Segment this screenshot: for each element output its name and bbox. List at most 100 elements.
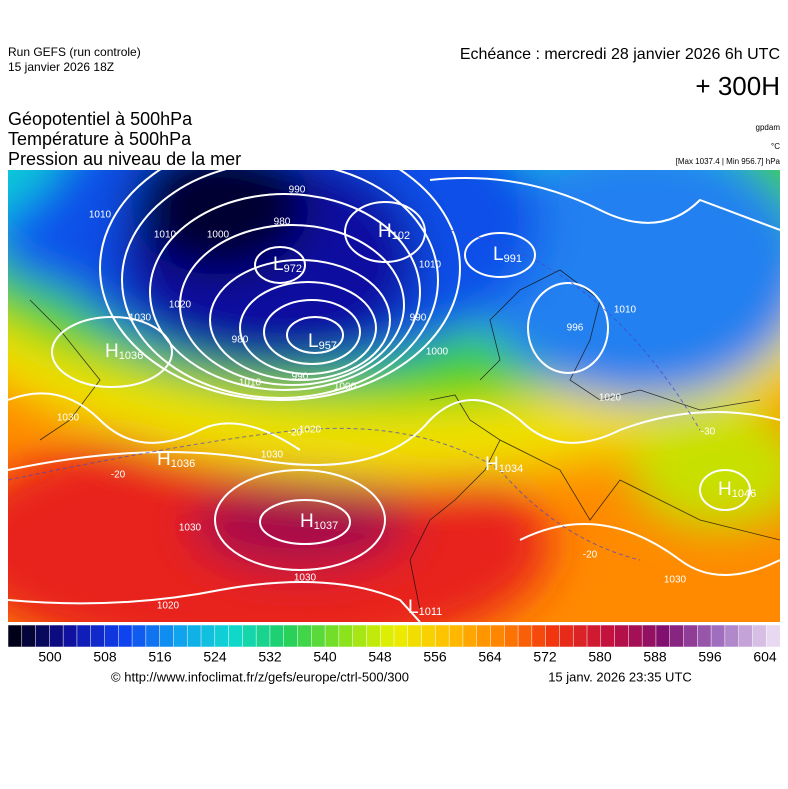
pressure-center: H1037 [300,511,338,532]
isobar-label: 1030 [261,450,284,461]
isobar-label: -20 [288,428,303,439]
colorbar-cell [628,624,643,648]
colorbar-cell [655,624,671,648]
colorbar-cell [531,624,547,648]
colorbar-cell [462,624,478,648]
pressure-center: H1036 [105,341,143,362]
colorbar-cell [352,624,367,648]
colorbar-cell [669,624,685,648]
pressure-center: H102 [378,221,410,242]
generated-time: 15 janv. 2026 23:35 UTC [548,669,692,684]
colorbar-cell [407,624,423,648]
field-label: Géopotentiel à 500hPa [8,109,193,129]
center-letter: L [493,244,504,265]
colorbar-cell [283,624,299,648]
run-label: Run GEFS (run controle) [8,45,141,59]
pressure-center: L991 [493,244,522,265]
colorbar-label: 588 [643,649,667,665]
colorbar-cell [572,624,588,648]
isobar-label: -30 [701,427,716,438]
isobar-label: 1000 [207,230,230,241]
colorbar-cell [738,624,753,648]
pressure-center: H1046 [718,479,756,500]
colorbar-label: 580 [588,649,612,665]
isobar-label: 1010 [614,305,637,316]
center-letter: H [300,511,314,532]
colorbar-cell [76,624,92,648]
isobar-label: 1030 [57,413,80,424]
center-letter: L [308,331,319,352]
center-letter: H [157,449,171,470]
colorbar-cell [724,624,740,648]
run-date: 15 janvier 2026 18Z [8,60,114,74]
colorbar-label: 540 [313,649,337,665]
center-value: 1037 [314,520,338,532]
colorbar-cell [421,624,436,648]
isobar-label: 1010 [154,230,177,241]
isobar-label: 990 [289,185,306,196]
forecast-time: Echéance : mercredi 28 janvier 2026 6h U… [460,46,780,63]
colorbar-label: 556 [423,649,447,665]
isobar-label: 1030 [664,575,687,586]
colorbar-cell [228,624,243,648]
pressure-center: L972 [273,254,302,275]
colorbar-cell [641,624,657,648]
colorbar-cell [586,624,602,648]
colorbar-cell [683,624,698,648]
colorbar-cell [173,624,188,648]
field-label: Pression au niveau de la mer [8,149,241,169]
center-value: 1011 [419,606,443,618]
isobar-label: -20 [111,470,126,481]
isobar-label: 1020 [169,300,192,311]
center-value: 1036 [171,458,195,470]
colorbar-label: 524 [203,649,227,665]
colorbar-cell [186,624,202,648]
isobar-label: 1030 [129,313,152,324]
colorbar-cell [200,624,216,648]
isobar-label: 1000 [426,347,449,358]
colorbar-cell [49,624,64,648]
center-letter: H [105,341,119,362]
colorbar-cell [21,624,37,648]
colorbar-cell [131,624,147,648]
map [8,170,780,622]
colorbar-cell [118,624,133,648]
center-value: 957 [319,340,337,352]
isobar-label: 990 [410,313,427,324]
center-letter: H [485,454,499,475]
pressure-center: H1034 [485,454,523,475]
colorbar-cell [559,624,574,648]
colorbar-cell [297,624,312,648]
colorbar-cell [269,624,285,648]
center-letter: H [718,479,732,500]
field-label: Température à 500hPa [8,129,192,149]
colorbar-cell [242,624,257,648]
colorbar-cell [311,624,326,648]
center-value: 972 [284,263,302,275]
isobar-label: -20 [583,550,598,561]
isobar-label: 996 [567,323,584,334]
colorbar-cell [545,624,560,648]
lead-time: + 300H [695,71,780,101]
pressure-center: L957 [308,331,337,352]
colorbar-cell [448,624,464,648]
colorbar-cell [7,624,23,648]
colorbar-label: 548 [368,649,392,665]
isobar-label: 1010 [419,260,442,271]
colorbar-cell [338,624,354,648]
isobar-label: 1020 [157,601,180,612]
pressure-center: H1036 [157,449,195,470]
colorbar-label: 532 [258,649,282,665]
center-letter: L [408,597,419,618]
colorbar-cell [145,624,161,648]
isobar-label: 1030 [179,523,202,534]
colorbar-label: 596 [698,649,722,665]
center-value: 1046 [732,488,756,500]
center-value: 1034 [499,463,523,475]
unit-label: [Max 1037.4 | Min 956.7] hPa [676,157,781,166]
colorbar-cell [379,624,395,648]
colorbar-label: 516 [148,649,172,665]
colorbar: 500 508 516 524 532 540 548 556 564 572 580 588 596 6… [7,624,781,665]
colorbar-cell [504,624,519,648]
